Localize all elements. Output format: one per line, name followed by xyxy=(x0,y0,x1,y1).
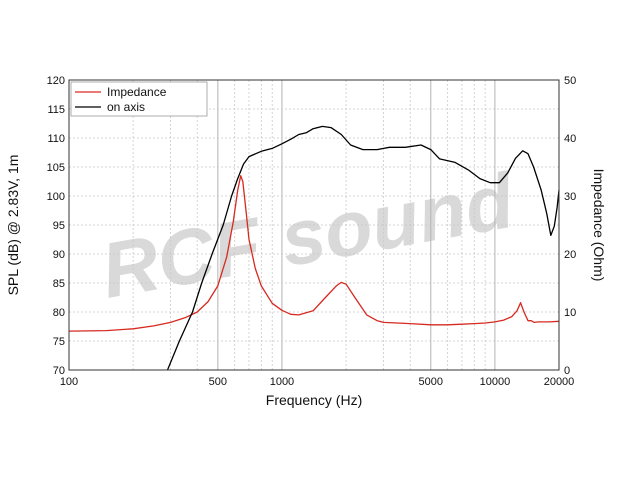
y2-tick-label: 30 xyxy=(564,191,576,203)
x-tick-label: 1000 xyxy=(270,376,294,388)
y-tick-label: 80 xyxy=(53,307,65,319)
y2-tick-label: 10 xyxy=(564,307,576,319)
legend-box xyxy=(70,81,208,117)
y2-tick-label: 20 xyxy=(564,249,576,261)
ticks-layer: 70 75 80 85 90 95 100 105 110 115 120 0 10 20 30 40 50 10… xyxy=(47,75,577,388)
legend-label: Impedance xyxy=(107,85,167,99)
y-axis-title: SPL (dB) @ 2.83V, 1m xyxy=(5,155,21,296)
y2-axis-title: Impedance (Ohm) xyxy=(591,169,607,282)
impedance-series-line xyxy=(68,175,560,332)
y-tick-label: 100 xyxy=(47,191,65,203)
on-axis-series-line xyxy=(166,125,560,371)
y-tick-label: 90 xyxy=(53,249,65,261)
x-tick-label: 5000 xyxy=(419,376,443,388)
y-tick-label: 70 xyxy=(53,365,65,377)
y2-tick-label: 40 xyxy=(564,133,576,145)
x-tick-label: 500 xyxy=(209,376,227,388)
y-tick-label: 95 xyxy=(53,220,65,232)
grid-layer xyxy=(68,80,560,370)
watermark-text: RCF sound xyxy=(95,156,521,315)
x-axis-title: Frequency (Hz) xyxy=(266,392,362,408)
legend-label: on axis xyxy=(107,100,145,114)
y2-tick-label: 50 xyxy=(564,75,576,87)
y2-tick-label: 0 xyxy=(564,365,570,377)
y-tick-label: 75 xyxy=(53,336,65,348)
plot-frame xyxy=(68,79,560,371)
x-tick-label: 10000 xyxy=(480,376,511,388)
x-tick-label: 100 xyxy=(60,376,78,388)
y-tick-label: 120 xyxy=(47,75,65,87)
y-tick-label: 115 xyxy=(47,104,65,116)
y-tick-label: 110 xyxy=(47,133,65,145)
series-layer xyxy=(68,125,560,371)
y-tick-label: 105 xyxy=(47,162,65,174)
y-tick-label: 85 xyxy=(53,278,65,290)
x-tick-label: 20000 xyxy=(544,376,575,388)
frame-layer xyxy=(68,79,560,371)
watermark-layer: RCF sound xyxy=(95,156,521,315)
